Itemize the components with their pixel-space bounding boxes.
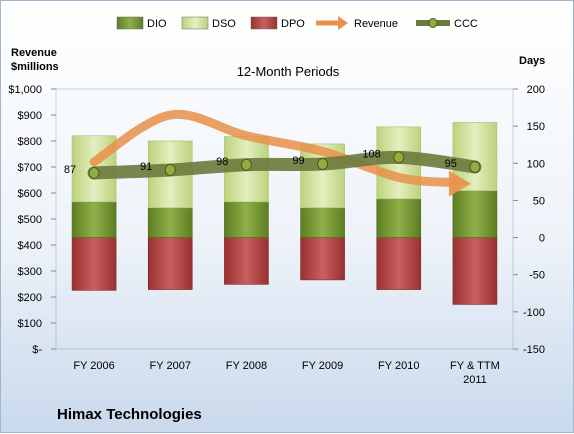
ccc-data-label: 108 xyxy=(362,148,380,160)
revenue-line xyxy=(89,109,458,188)
category-label: FY & TTM xyxy=(450,360,500,372)
right-tick-label: 100 xyxy=(527,158,545,170)
left-tick-label: $1,000 xyxy=(8,84,42,96)
right-tick-label: 150 xyxy=(527,121,545,133)
company-name: Himax Technologies xyxy=(57,406,202,423)
category-label: FY 2009 xyxy=(302,360,343,372)
left-tick-label: $800 xyxy=(18,136,42,148)
bar-dpo xyxy=(376,237,422,290)
revenue-arrowhead xyxy=(448,170,471,197)
right-tick-label: -150 xyxy=(523,344,545,356)
left-axis-ticks: $- $100 $200 $300 $400 $500 $600 $700 $800 $900 $1… xyxy=(8,84,56,356)
chart-title: 12-Month Periods xyxy=(237,64,340,79)
bar-dpo xyxy=(452,237,498,305)
left-tick-label: $600 xyxy=(18,188,42,200)
ccc-line xyxy=(87,150,482,180)
ccc-layer: 87 91 98 99 108 95 xyxy=(64,148,482,180)
bar-dio xyxy=(300,207,345,238)
ccc-data-label: 87 xyxy=(64,164,76,176)
left-tick-label: $700 xyxy=(18,162,42,174)
category-label: FY 2006 xyxy=(73,360,114,372)
bar-dio xyxy=(147,207,193,238)
bar-dio xyxy=(224,201,269,238)
revenue-layer xyxy=(89,109,471,197)
left-tick-label: $900 xyxy=(18,110,42,122)
ccc-marker xyxy=(240,158,252,171)
ccc-marker xyxy=(88,166,100,179)
bar-dpo xyxy=(147,237,193,290)
left-axis-title-line-1: Revenue xyxy=(11,47,57,59)
ccc-marker xyxy=(164,163,176,176)
legend: DIO DSO DPO Revenue CCC xyxy=(116,16,478,30)
legend-label-dso: DSO xyxy=(212,18,236,30)
legend-label-ccc: CCC xyxy=(454,18,478,30)
ccc-data-label: 91 xyxy=(140,161,152,173)
bar-dio xyxy=(452,190,498,238)
right-tick-label: -50 xyxy=(529,270,545,282)
bar-dio xyxy=(376,198,422,238)
left-axis-title-line-2: $millions xyxy=(11,61,59,73)
bar-dpo xyxy=(71,237,117,291)
left-tick-label: $500 xyxy=(18,214,42,226)
legend-swatch-dio xyxy=(116,16,144,30)
bars-layer xyxy=(71,122,498,305)
legend-marker-ccc xyxy=(428,18,438,28)
left-tick-label: $200 xyxy=(18,292,42,304)
ccc-marker xyxy=(317,158,329,171)
right-axis-ticks: -150 -100 -50 0 50 100 150 200 xyxy=(513,84,545,356)
legend-label-dpo: DPO xyxy=(281,18,305,30)
legend-swatch-dpo xyxy=(250,16,278,30)
right-tick-label: -100 xyxy=(523,307,545,319)
category-label: FY 2007 xyxy=(150,360,191,372)
right-tick-label: 200 xyxy=(527,84,545,96)
legend-label-dio: DIO xyxy=(147,18,167,30)
category-label: 2011 xyxy=(463,374,487,386)
bar-dpo xyxy=(300,237,345,281)
right-axis-title: Days xyxy=(519,55,545,67)
category-label: FY 2008 xyxy=(226,360,267,372)
left-tick-label: $400 xyxy=(18,240,42,252)
bar-dpo xyxy=(224,237,269,285)
legend-label-revenue: Revenue xyxy=(354,18,398,30)
legend-swatch-dso xyxy=(181,16,209,30)
ccc-marker xyxy=(393,151,405,164)
category-label: FY 2010 xyxy=(378,360,419,372)
left-tick-label: $100 xyxy=(18,318,42,330)
category-labels: FY 2006 FY 2007 FY 2008 FY 2009 FY 2010 FY & … xyxy=(73,360,499,386)
ccc-data-label: 95 xyxy=(445,158,457,170)
left-tick-label: $300 xyxy=(18,266,42,278)
left-tick-label: $- xyxy=(32,344,42,356)
ccc-marker xyxy=(469,161,481,173)
ccc-data-label: 99 xyxy=(292,155,304,167)
bar-dio xyxy=(71,201,117,238)
ccc-data-label: 98 xyxy=(216,156,228,168)
right-tick-label: 0 xyxy=(539,233,545,245)
right-tick-label: 50 xyxy=(533,195,545,207)
plot-area xyxy=(55,88,514,350)
legend-arrowhead-revenue xyxy=(338,16,348,30)
